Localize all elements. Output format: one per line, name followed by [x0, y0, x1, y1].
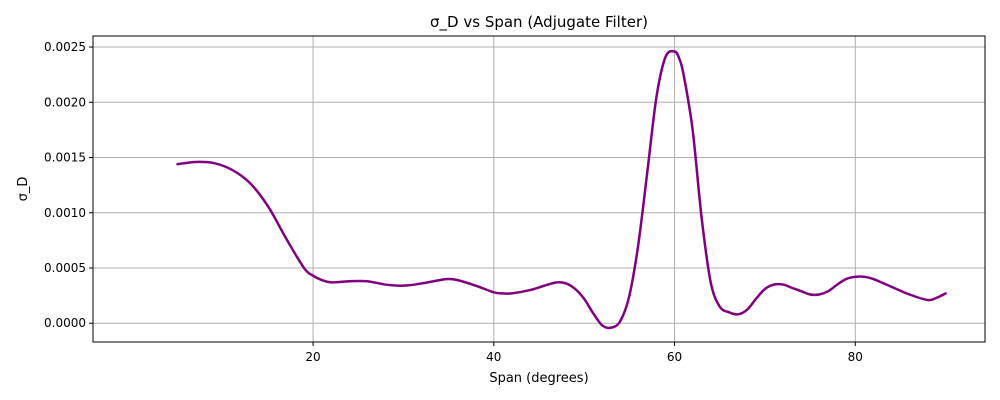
y-tick-label: 0.0010: [44, 206, 86, 220]
series-line: [176, 49, 947, 330]
y-axis-label: σ_D: [16, 177, 31, 202]
x-axis-label: Span (degrees): [489, 371, 588, 386]
x-tick-label: 40: [486, 350, 501, 364]
y-tick-label: 0.0025: [44, 40, 86, 54]
x-tick-label: 80: [848, 350, 863, 364]
y-tick-label: 0.0015: [44, 151, 86, 165]
grid: [93, 36, 985, 342]
y-tick-label: 0.0005: [44, 261, 86, 275]
y-tick-label: 0.0020: [44, 95, 86, 109]
axis-ticks: 20 40 60 80 0.0000 0.0005 0.0010 0.0015 0.0020 0.…: [44, 40, 863, 364]
x-tick-label: 20: [305, 350, 320, 364]
y-tick-label: 0.0000: [44, 316, 86, 330]
plot-frame: [92, 35, 986, 343]
x-tick-label: 60: [667, 350, 682, 364]
chart-title: σ_D vs Span (Adjugate Filter): [430, 13, 648, 32]
